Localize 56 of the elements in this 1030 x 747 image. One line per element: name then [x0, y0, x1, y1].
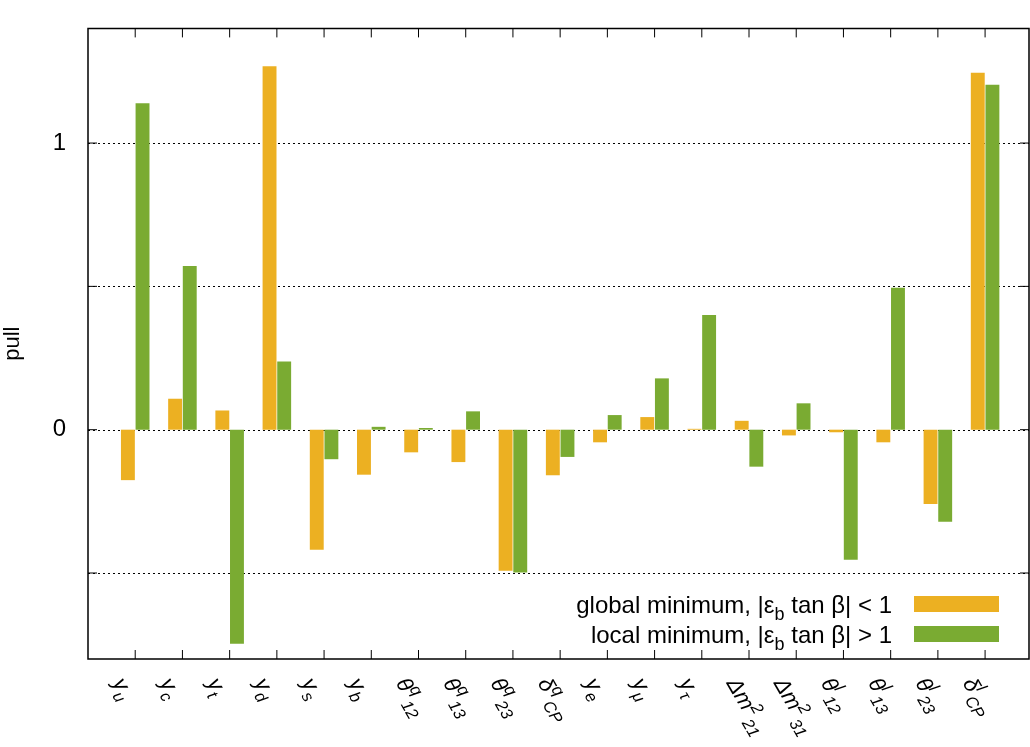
bar: [451, 429, 466, 463]
bar: [734, 420, 749, 430]
bar: [607, 415, 622, 430]
bar: [357, 429, 371, 475]
bar: [702, 315, 717, 430]
y-tick-label: 1: [52, 127, 66, 155]
bar: [309, 429, 324, 550]
bar: [262, 66, 277, 430]
bar: [560, 429, 575, 457]
x-tick-label: δlCP: [957, 673, 992, 722]
x-tick-label: θq13: [438, 673, 475, 723]
bar: [498, 429, 513, 571]
bar: [466, 411, 480, 430]
x-tick-label: yτ: [673, 671, 703, 705]
x-tick-label: yd: [248, 671, 278, 706]
bar: [923, 429, 938, 504]
bar: [640, 417, 655, 430]
bar: [135, 103, 150, 430]
bar: [371, 426, 386, 430]
x-tick-label: yt: [201, 671, 231, 703]
y-tick-label: 0: [52, 414, 66, 442]
x-tick-label: ye: [579, 671, 609, 706]
bar: [654, 378, 669, 430]
x-tick-label: θl12: [816, 673, 850, 718]
x-tick-label: θl23: [910, 673, 945, 718]
bar: [796, 403, 811, 430]
bar: [230, 429, 244, 644]
bar: [277, 361, 292, 430]
bar: [168, 398, 183, 430]
bar: [749, 429, 764, 467]
bar: [182, 266, 197, 430]
x-tick-label: ys: [295, 671, 325, 705]
bar: [891, 287, 905, 430]
bar: [938, 429, 953, 522]
x-tick-label: Δm231: [768, 672, 816, 741]
x-tick-label: δqCP: [532, 673, 569, 727]
bar: [215, 410, 230, 430]
x-tick-label: yu: [106, 671, 137, 706]
x-tick-label: θq12: [391, 673, 428, 722]
bar: [593, 429, 607, 443]
x-tick-label: yc: [154, 671, 184, 706]
bar: [985, 84, 1000, 430]
bar: [843, 429, 858, 560]
x-tick-label: θq23: [485, 673, 522, 723]
bar: [513, 429, 528, 573]
y-axis-title: pull: [0, 326, 25, 361]
bar: [970, 72, 985, 430]
bar: [120, 429, 135, 481]
bar: [324, 429, 339, 460]
x-tick-label: yμ: [626, 671, 656, 706]
bar: [404, 429, 419, 453]
x-tick-label: Δm221: [721, 672, 768, 741]
bar: [545, 429, 560, 476]
x-tick-label: yb: [343, 671, 373, 706]
bar: [876, 429, 891, 443]
x-tick-label: θl13: [863, 673, 897, 718]
